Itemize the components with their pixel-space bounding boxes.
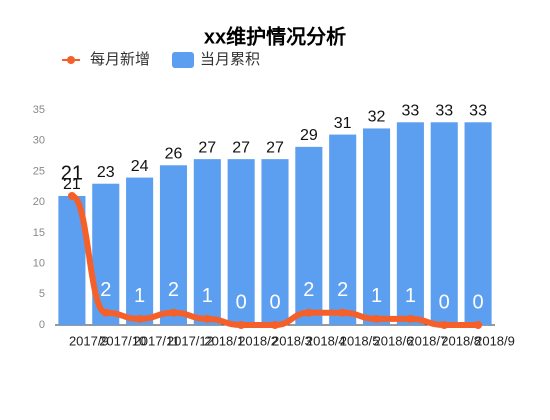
line-marker: [304, 308, 313, 317]
y-tick-label: 20: [33, 196, 45, 208]
x-tick-label: 2017/10: [99, 333, 146, 348]
x-tick-label: 2017/12: [167, 333, 214, 348]
line-value-label: 2: [303, 279, 314, 301]
line-value-label: 21: [61, 162, 83, 184]
bar-value-label: 29: [300, 127, 318, 144]
line-marker: [237, 321, 246, 329]
bar: [126, 177, 154, 325]
bar-value-label: 23: [97, 164, 115, 181]
line-marker: [203, 314, 212, 323]
line-marker: [440, 321, 449, 329]
y-tick-label: 15: [33, 227, 45, 239]
line-value-label: 0: [269, 291, 280, 313]
bar: [363, 128, 391, 325]
line-value-label: 1: [202, 285, 213, 307]
chart-title: xx维护情况分析: [204, 24, 346, 48]
line-marker: [101, 308, 110, 317]
line-value-label: 1: [371, 285, 382, 307]
y-tick-label: 25: [33, 165, 45, 177]
x-tick-label: 2018/7: [407, 333, 447, 348]
bar: [329, 134, 357, 325]
y-tick-label: 10: [33, 257, 45, 269]
line-value-label: 2: [337, 279, 348, 301]
bar-value-label: 27: [198, 139, 216, 156]
line-marker: [474, 321, 483, 329]
legend-label: 当月累积: [200, 51, 260, 68]
bar-value-label: 24: [131, 158, 149, 175]
bar: [464, 122, 492, 326]
legend-label: 每月新增: [90, 51, 150, 68]
line-value-label: 1: [134, 285, 145, 307]
x-tick-label: 2018/2: [238, 333, 278, 348]
bar-value-label: 27: [266, 139, 284, 156]
line-marker: [135, 314, 144, 323]
line-marker: [338, 308, 347, 317]
bar-value-label: 26: [165, 146, 183, 163]
line-value-label: 2: [168, 279, 179, 301]
bar: [261, 159, 289, 325]
bar-value-label: 21: [63, 176, 81, 193]
bar-value-label: 27: [232, 139, 250, 156]
bar: [396, 122, 424, 326]
legend-marker: [67, 56, 75, 64]
bar-value-label: 33: [435, 103, 453, 120]
x-tick-label: 2017/9: [69, 333, 109, 348]
line-marker: [406, 314, 415, 323]
bar-value-label: 31: [334, 115, 352, 132]
x-tick-label: 2018/6: [374, 333, 414, 348]
bar-value-label: 33: [401, 103, 419, 120]
line-value-label: 0: [236, 291, 247, 313]
bar-value-label: 33: [469, 103, 487, 120]
line-value-label: 0: [473, 291, 484, 313]
x-tick-label: 2018/8: [441, 333, 481, 348]
y-tick-label: 30: [33, 135, 45, 147]
bar: [159, 165, 187, 325]
line-value-label: 1: [405, 285, 416, 307]
bar-value-label: 32: [368, 109, 386, 126]
bar: [227, 159, 255, 325]
x-tick-label: 2018/1: [204, 333, 244, 348]
bar: [430, 122, 458, 326]
line-marker: [271, 321, 279, 329]
bar: [295, 146, 323, 325]
legend-swatch: [172, 52, 194, 68]
y-tick-label: 5: [39, 288, 45, 300]
x-tick-label: 2018/3: [272, 333, 312, 348]
line-value-label: 0: [439, 291, 450, 313]
x-tick-label: 2017/11: [134, 333, 180, 348]
line-marker: [67, 192, 76, 200]
x-tick-label: 2018/9: [475, 333, 515, 348]
x-tick-label: 2018/5: [340, 333, 380, 348]
line-marker: [169, 308, 178, 317]
bar: [193, 159, 221, 325]
line-value-label: 2: [100, 279, 111, 301]
y-tick-label: 0: [39, 319, 45, 331]
line-marker: [372, 314, 381, 323]
x-tick-label: 2018/4: [306, 333, 346, 348]
y-tick-label: 35: [33, 104, 45, 116]
